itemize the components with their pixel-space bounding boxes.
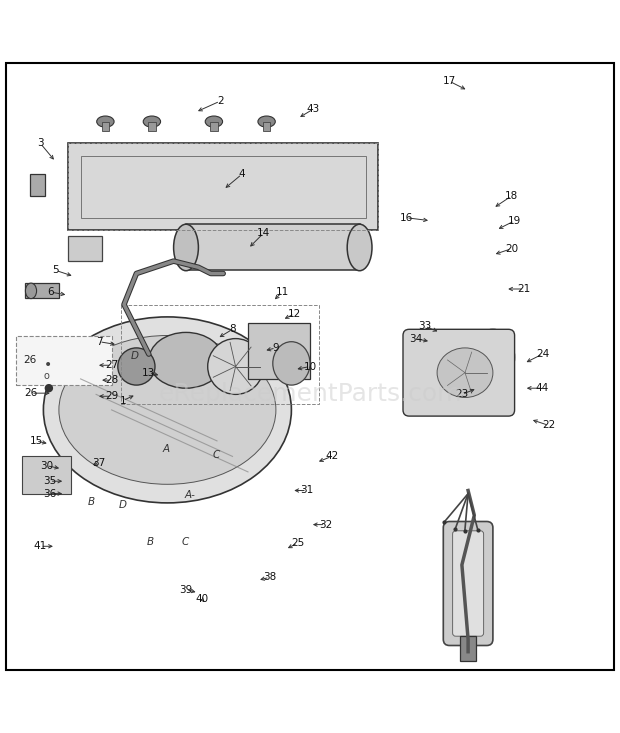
Ellipse shape bbox=[143, 116, 161, 128]
Text: 39: 39 bbox=[179, 585, 193, 594]
Bar bbox=[460, 636, 476, 661]
Text: o: o bbox=[43, 372, 49, 381]
Bar bbox=[68, 236, 102, 261]
Text: 41: 41 bbox=[33, 541, 47, 551]
Bar bbox=[186, 224, 360, 270]
Text: 26: 26 bbox=[24, 356, 37, 365]
Text: 33: 33 bbox=[418, 321, 432, 331]
Text: 15: 15 bbox=[29, 436, 43, 446]
Bar bbox=[68, 143, 378, 230]
Ellipse shape bbox=[208, 339, 264, 394]
Text: C: C bbox=[212, 450, 219, 460]
Text: 2: 2 bbox=[217, 96, 223, 106]
Text: 6: 6 bbox=[48, 287, 54, 297]
Text: 5: 5 bbox=[53, 265, 59, 276]
Bar bbox=[248, 323, 310, 379]
Text: 32: 32 bbox=[319, 520, 332, 530]
Ellipse shape bbox=[258, 116, 275, 128]
Ellipse shape bbox=[174, 224, 198, 270]
Bar bbox=[121, 304, 319, 404]
Ellipse shape bbox=[347, 224, 372, 270]
Text: 25: 25 bbox=[291, 538, 304, 548]
Text: 10: 10 bbox=[303, 361, 317, 372]
Text: 18: 18 bbox=[505, 191, 518, 201]
Text: 24: 24 bbox=[536, 349, 549, 359]
Ellipse shape bbox=[97, 116, 114, 128]
Bar bbox=[263, 122, 270, 131]
Bar bbox=[102, 122, 109, 131]
Bar bbox=[30, 174, 45, 196]
Text: D: D bbox=[131, 351, 138, 361]
Text: 35: 35 bbox=[43, 476, 56, 486]
Ellipse shape bbox=[437, 348, 493, 397]
Text: 14: 14 bbox=[257, 228, 270, 238]
Bar bbox=[68, 143, 378, 230]
Text: 31: 31 bbox=[300, 485, 314, 496]
Ellipse shape bbox=[118, 348, 155, 385]
Text: B: B bbox=[88, 497, 95, 507]
Ellipse shape bbox=[43, 317, 291, 503]
Text: 26: 26 bbox=[24, 388, 38, 398]
Bar bbox=[81, 155, 366, 218]
FancyBboxPatch shape bbox=[403, 329, 515, 416]
Text: 30: 30 bbox=[40, 461, 53, 471]
Text: 19: 19 bbox=[508, 216, 521, 226]
Text: 11: 11 bbox=[275, 287, 289, 297]
Text: A-: A- bbox=[185, 490, 196, 501]
Text: eReplacementParts.com: eReplacementParts.com bbox=[158, 383, 462, 406]
Bar bbox=[22, 457, 71, 493]
Bar bbox=[25, 283, 59, 298]
Text: •: • bbox=[43, 358, 51, 372]
Text: 1: 1 bbox=[120, 396, 126, 405]
Ellipse shape bbox=[59, 336, 276, 485]
FancyBboxPatch shape bbox=[453, 531, 484, 636]
Ellipse shape bbox=[205, 116, 223, 128]
Text: 37: 37 bbox=[92, 457, 106, 468]
Text: 4: 4 bbox=[239, 169, 245, 180]
Text: 13: 13 bbox=[142, 368, 156, 377]
Text: 12: 12 bbox=[288, 309, 301, 319]
Text: 44: 44 bbox=[536, 383, 549, 393]
Ellipse shape bbox=[273, 342, 310, 385]
Text: 3: 3 bbox=[37, 139, 43, 148]
Ellipse shape bbox=[25, 283, 37, 298]
Bar bbox=[148, 122, 156, 131]
Text: 16: 16 bbox=[399, 213, 413, 223]
Ellipse shape bbox=[497, 362, 513, 377]
Text: 21: 21 bbox=[517, 284, 531, 294]
FancyBboxPatch shape bbox=[443, 521, 493, 646]
Ellipse shape bbox=[471, 329, 515, 385]
Text: 34: 34 bbox=[409, 334, 422, 344]
Text: D: D bbox=[119, 500, 126, 509]
Text: 22: 22 bbox=[542, 421, 556, 430]
Text: 27: 27 bbox=[105, 360, 118, 370]
Ellipse shape bbox=[149, 332, 223, 388]
Text: 17: 17 bbox=[443, 76, 456, 86]
Text: 20: 20 bbox=[505, 243, 518, 254]
Text: 36: 36 bbox=[43, 489, 56, 498]
Text: ●: ● bbox=[43, 383, 53, 393]
Text: 9: 9 bbox=[273, 343, 279, 353]
Text: 28: 28 bbox=[105, 375, 118, 385]
Text: 23: 23 bbox=[455, 389, 469, 399]
Text: 29: 29 bbox=[105, 391, 118, 401]
Ellipse shape bbox=[480, 369, 505, 394]
Text: 8: 8 bbox=[229, 324, 236, 334]
Text: B: B bbox=[146, 537, 154, 547]
Text: 38: 38 bbox=[263, 572, 277, 582]
Text: A: A bbox=[162, 444, 170, 454]
Text: 42: 42 bbox=[325, 452, 339, 461]
Text: 40: 40 bbox=[195, 594, 208, 604]
Bar bbox=[210, 122, 218, 131]
Bar bbox=[16, 336, 112, 385]
Text: 7: 7 bbox=[96, 336, 102, 347]
Text: C: C bbox=[181, 537, 188, 547]
Text: 43: 43 bbox=[306, 104, 320, 114]
